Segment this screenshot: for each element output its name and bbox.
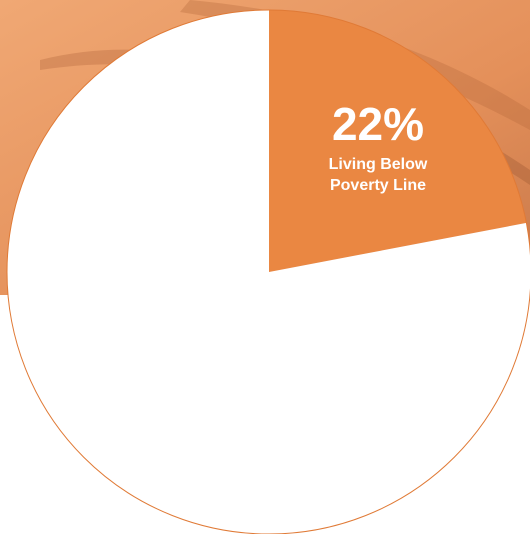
category-label: Living Below Poverty Line — [328, 156, 428, 194]
pie-outline — [6, 9, 530, 534]
pie — [6, 9, 530, 534]
value-label: 22% — [331, 98, 425, 150]
pie-slice — [269, 10, 527, 272]
pie-slice — [7, 10, 530, 534]
background-leaf — [180, 0, 530, 130]
